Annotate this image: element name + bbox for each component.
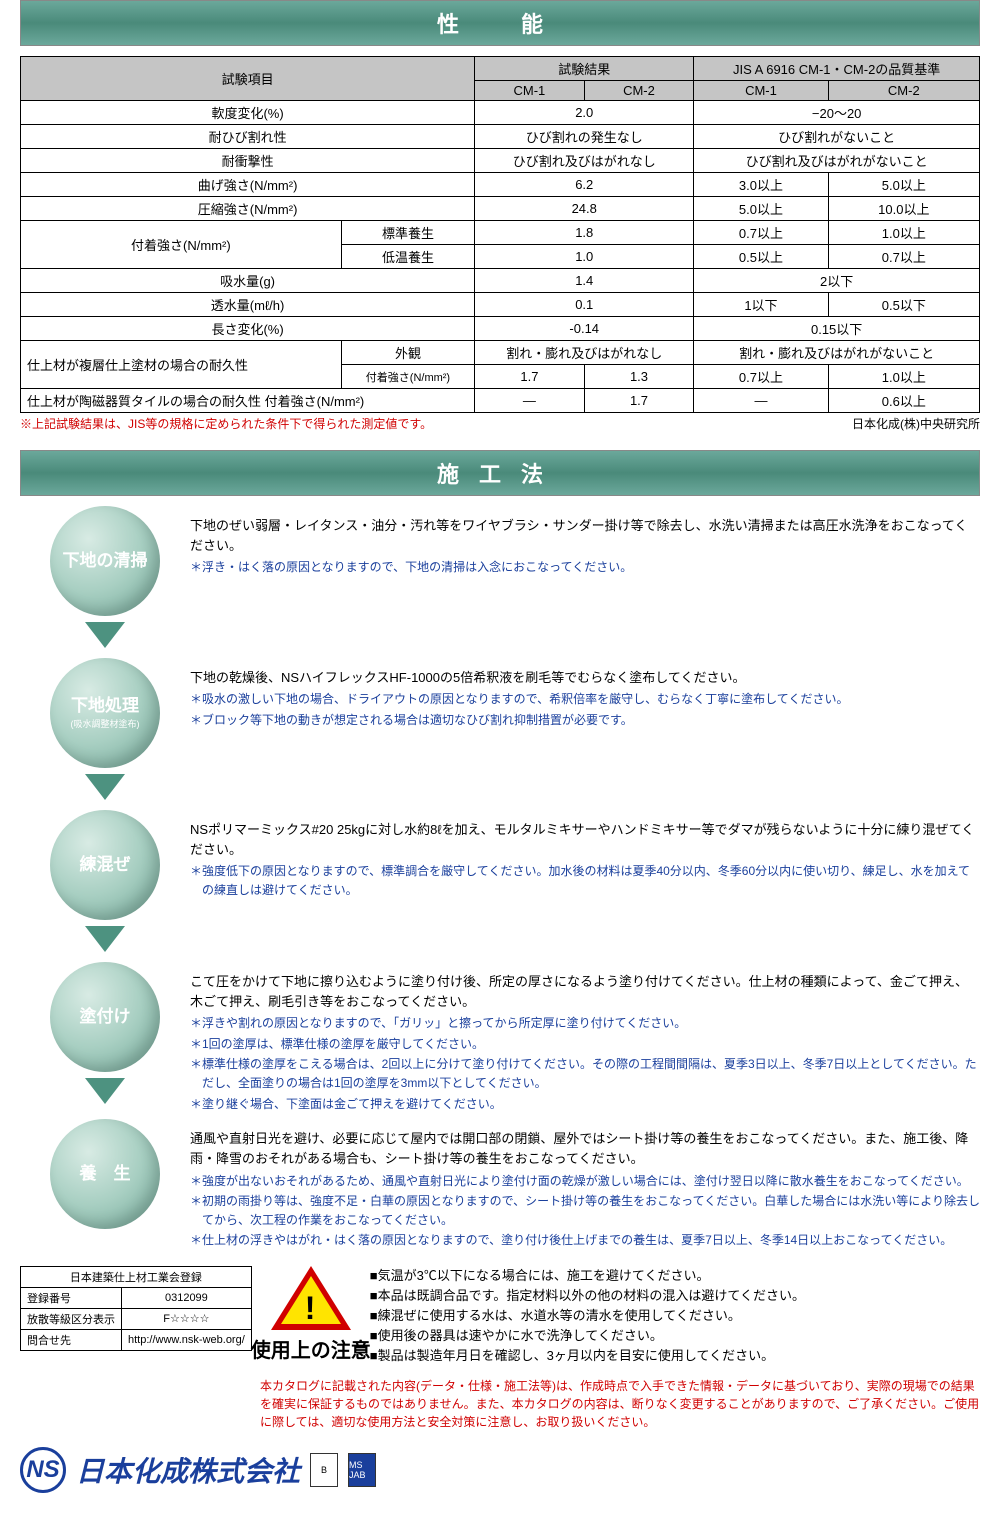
company-name: 日本化成株式会社: [76, 1450, 300, 1490]
disclaimer: 本カタログに記載された内容(データ・仕様・施工法等)は、作成時点で入手できた情報…: [260, 1377, 980, 1431]
table-row: 圧縮強さ(N/mm²) 24.8 5.0以上 10.0以上: [21, 197, 980, 221]
table-row: 長さ変化(%) -0.14 0.15以下: [21, 317, 980, 341]
arrow-down-icon: [85, 926, 125, 952]
bubble-title: 塗付け: [80, 1007, 131, 1027]
table-row: 仕上材が複層仕上塗材の場合の耐久性 外観 割れ・膨れ及びはがれなし 割れ・膨れ及…: [21, 341, 980, 365]
cert-icon: MS JAB: [348, 1453, 376, 1487]
registration-table: 日本建築仕上材工業会登録 登録番号0312099 放散等級区分表示F☆☆☆☆ 問…: [20, 1266, 252, 1351]
step-note: ＊1回の塗厚は、標準仕様の塗厚を厳守してください。: [190, 1035, 980, 1054]
caution-list: ■気温が3℃以下になる場合には、施工を避けてください。 ■本品は既調合品です。指…: [370, 1266, 805, 1367]
th-std-cm1: CM-1: [694, 81, 828, 101]
arrow-down-icon: [85, 622, 125, 648]
company-logo-icon: NS: [20, 1447, 66, 1493]
method-step: 下地の清掃 下地のぜい弱層・レイタンス・油分・汚れ等をワイヤブラシ・サンダー掛け等…: [20, 506, 980, 654]
step-body: こて圧をかけて下地に擦り込むように塗り付け後、所定の厚さになるよう塗り付けてくだ…: [190, 972, 980, 1012]
step-bubble: 下地処理(吸水調整材塗布): [50, 658, 160, 768]
bubble-title: 下地処理: [71, 696, 139, 716]
step-note: ＊標準仕様の塗厚をこえる場合は、2回以上に分けて塗り付けてください。その際の工程…: [190, 1055, 980, 1092]
step-text: NSポリマーミックス#20 25kgに対し水約8ℓを加え、モルタルミキサーやハン…: [190, 810, 980, 901]
step-text: 下地のぜい弱層・レイタンス・油分・汚れ等をワイヤブラシ・サンダー掛け等で除去し、…: [190, 506, 980, 579]
table-row: 耐衝撃性 ひび割れ及びはがれなし ひび割れ及びはがれがないこと: [21, 149, 980, 173]
footnote-left: ※上記試験結果は、JIS等の規格に定められた条件下で得られた測定値です。: [20, 415, 432, 432]
step-note: ＊強度が出ないおそれがあるため、通風や直射日光により塗付け面の乾燥が激しい場合に…: [190, 1172, 980, 1191]
table-row: 曲げ強さ(N/mm²) 6.2 3.0以上 5.0以上: [21, 173, 980, 197]
table-row: 吸水量(g) 1.4 2以下: [21, 269, 980, 293]
table-row: 軟度変化(%) 2.0 −20〜20: [21, 101, 980, 125]
arrow-down-icon: [85, 774, 125, 800]
performance-table: 試験項目 試験結果 JIS A 6916 CM-1・CM-2の品質基準 CM-1…: [20, 56, 980, 413]
step-bubble: 練混ぜ: [50, 810, 160, 920]
step-body: 下地の乾燥後、NSハイフレックスHF-1000の5倍希釈液を刷毛等でむらなく塗布…: [190, 668, 980, 688]
th-cm2: CM-2: [584, 81, 694, 101]
method-header: 施工法: [20, 450, 980, 496]
step-note: ＊浮きや割れの原因となりますので、「ガリッ」と擦ってから所定厚に塗り付けてくださ…: [190, 1014, 980, 1033]
caution-icon: ! 使用上の注意: [266, 1266, 356, 1363]
th-cm1: CM-1: [475, 81, 585, 101]
step-note: ＊浮き・はく落の原因となりますので、下地の清掃は入念におこなってください。: [190, 558, 980, 577]
step-body: NSポリマーミックス#20 25kgに対し水約8ℓを加え、モルタルミキサーやハン…: [190, 820, 980, 860]
footnote-right: 日本化成(株)中央研究所: [852, 415, 980, 432]
step-bubble: 養 生: [50, 1119, 160, 1229]
company-row: NS 日本化成株式会社 B MS JAB: [20, 1447, 980, 1493]
step-note: ＊強度低下の原因となりますので、標準調合を厳守してください。加水後の材料は夏季4…: [190, 862, 980, 899]
bubble-title: 下地の清掃: [63, 551, 148, 571]
step-text: こて圧をかけて下地に擦り込むように塗り付け後、所定の厚さになるよう塗り付けてくだ…: [190, 962, 980, 1115]
th-standard: JIS A 6916 CM-1・CM-2の品質基準: [694, 57, 980, 81]
step-body: 通風や直射日光を避け、必要に応じて屋内では開口部の閉鎖、屋外ではシート掛け等の養…: [190, 1129, 980, 1169]
table-row: 透水量(mℓ/h) 0.1 1以下 0.5以下: [21, 293, 980, 317]
performance-header: 性 能: [20, 0, 980, 46]
step-bubble: 塗付け: [50, 962, 160, 1072]
step-text: 通風や直射日光を避け、必要に応じて屋内では開口部の閉鎖、屋外ではシート掛け等の養…: [190, 1119, 980, 1252]
method-step: 養 生 通風や直射日光を避け、必要に応じて屋内では開口部の閉鎖、屋外ではシート掛け…: [20, 1119, 980, 1252]
method-step: 練混ぜ NSポリマーミックス#20 25kgに対し水約8ℓを加え、モルタルミキサー…: [20, 810, 980, 958]
th-item: 試験項目: [21, 57, 475, 101]
step-note: ＊初期の雨掛り等は、強度不足・白華の原因となりますので、シート掛け等の養生をおこ…: [190, 1192, 980, 1229]
caution-label: 使用上の注意: [251, 1334, 371, 1363]
step-body: 下地のぜい弱層・レイタンス・油分・汚れ等をワイヤブラシ・サンダー掛け等で除去し、…: [190, 516, 980, 556]
step-text: 下地の乾燥後、NSハイフレックスHF-1000の5倍希釈液を刷毛等でむらなく塗布…: [190, 658, 980, 731]
bubble-title: 養 生: [80, 1164, 131, 1184]
method-step: 塗付け こて圧をかけて下地に擦り込むように塗り付け後、所定の厚さになるよう塗り付け…: [20, 962, 980, 1115]
th-result: 試験結果: [475, 57, 694, 81]
step-note: ＊ブロック等下地の動きが想定される場合は適切なひび割れ抑制措置が必要です。: [190, 711, 980, 730]
caution-section: 日本建築仕上材工業会登録 登録番号0312099 放散等級区分表示F☆☆☆☆ 問…: [20, 1266, 980, 1367]
step-note: ＊仕上材の浮きやはがれ・はく落の原因となりますので、塗り付け後仕上げまでの養生は…: [190, 1231, 980, 1250]
table-row: 耐ひび割れ性 ひび割れの発生なし ひび割れがないこと: [21, 125, 980, 149]
th-std-cm2: CM-2: [828, 81, 979, 101]
method-step: 下地処理(吸水調整材塗布) 下地の乾燥後、NSハイフレックスHF-1000の5倍希…: [20, 658, 980, 806]
bubble-title: 練混ぜ: [80, 855, 131, 875]
table-row: 仕上材が陶磁器質タイルの場合の耐久性 付着強さ(N/mm²) — 1.7 — 0…: [21, 389, 980, 413]
table-row: 付着強さ(N/mm²) 標準養生 1.8 0.7以上 1.0以上: [21, 221, 980, 245]
step-bubble: 下地の清掃: [50, 506, 160, 616]
arrow-down-icon: [85, 1078, 125, 1104]
step-note: ＊吸水の激しい下地の場合、ドライアウトの原因となりますので、希釈倍率を厳守し、む…: [190, 690, 980, 709]
cert-icon: B: [310, 1453, 338, 1487]
bubble-sub: (吸水調整材塗布): [71, 717, 140, 730]
step-note: ＊塗り継ぐ場合、下塗面は金ごて押えを避けてください。: [190, 1095, 980, 1114]
